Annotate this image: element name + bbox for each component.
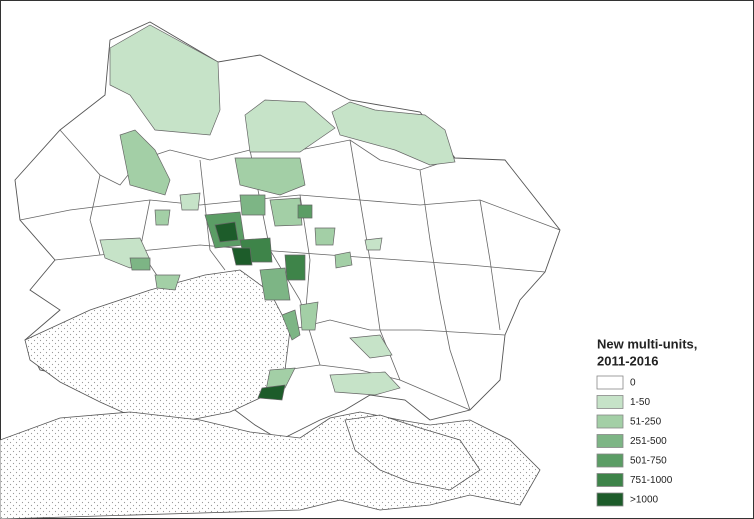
legend-label: 751-1000 — [630, 475, 673, 486]
map — [0, 21, 561, 519]
legend-label: 51-250 — [630, 417, 662, 428]
legend-swatch — [596, 395, 624, 409]
legend-swatch — [596, 375, 624, 390]
legend: New multi-units, 2011-2016 0 1-50 51-250 25… — [596, 336, 697, 507]
legend-title: New multi-units, — [597, 336, 697, 351]
shaded-areas — [99, 24, 456, 401]
western-port — [344, 414, 481, 491]
legend-label: 251-500 — [630, 436, 667, 447]
legend-swatch — [596, 492, 624, 507]
legend-label: 1-50 — [630, 397, 650, 408]
legend-label: >1000 — [630, 495, 659, 506]
legend-label: 501-750 — [630, 456, 667, 467]
legend-swatch — [596, 414, 624, 429]
legend-swatch — [596, 473, 624, 487]
legend-swatch — [596, 434, 624, 448]
legend-swatch — [596, 453, 624, 468]
legend-label: 0 — [630, 378, 636, 389]
legend-title: 2011-2016 — [597, 353, 658, 368]
